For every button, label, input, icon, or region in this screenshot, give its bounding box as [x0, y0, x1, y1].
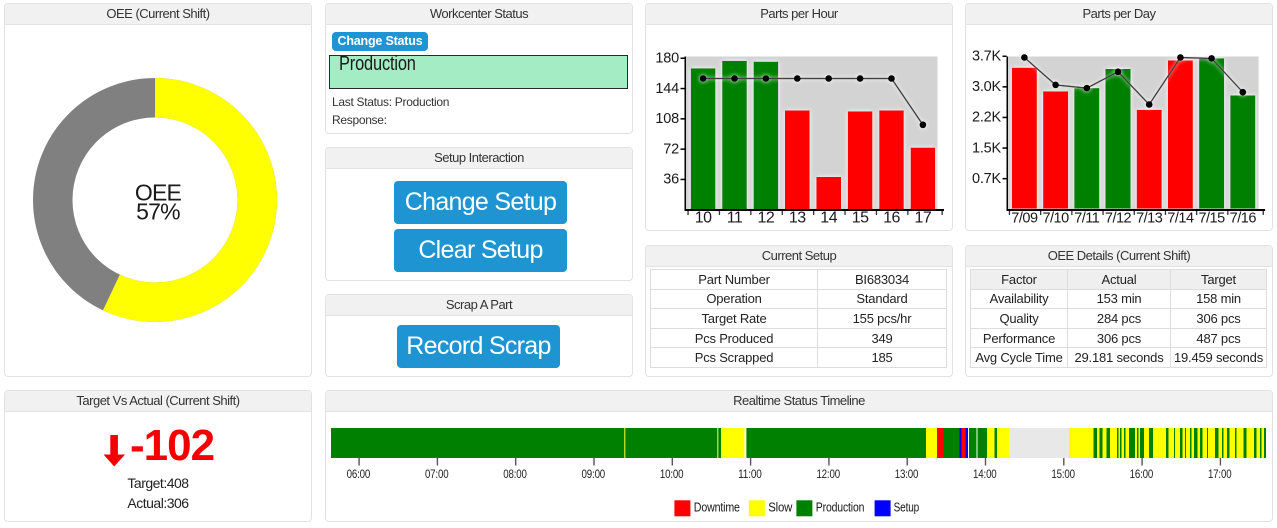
- svg-text:7/14: 7/14: [1167, 211, 1194, 227]
- svg-text:OEE: OEE: [135, 180, 182, 206]
- svg-text:3.7K: 3.7K: [972, 49, 1002, 65]
- svg-text:7/15: 7/15: [1198, 211, 1225, 227]
- svg-text:57%: 57%: [136, 199, 180, 225]
- svg-text:3.0K: 3.0K: [972, 79, 1002, 95]
- svg-text:10: 10: [695, 210, 712, 227]
- svg-text:0.7K: 0.7K: [972, 171, 1002, 187]
- svg-text:09:00: 09:00: [582, 469, 606, 481]
- svg-text:16:00: 16:00: [1130, 469, 1154, 481]
- svg-text:7/12: 7/12: [1105, 211, 1132, 227]
- svg-text:Downtime: Downtime: [694, 499, 740, 514]
- svg-text:7/09: 7/09: [1011, 211, 1038, 227]
- svg-text:7/16: 7/16: [1230, 211, 1257, 227]
- svg-text:15:00: 15:00: [1051, 469, 1075, 481]
- svg-text:1.5K: 1.5K: [972, 140, 1002, 156]
- svg-text:7/10: 7/10: [1042, 211, 1069, 227]
- svg-text:180: 180: [655, 51, 679, 67]
- svg-text:13: 13: [789, 210, 806, 227]
- svg-text:13:00: 13:00: [895, 469, 919, 481]
- svg-text:Setup: Setup: [894, 499, 920, 514]
- svg-text:Slow: Slow: [768, 499, 793, 514]
- svg-text:06:00: 06:00: [347, 469, 371, 481]
- svg-text:12: 12: [758, 210, 775, 227]
- svg-text:108: 108: [655, 111, 679, 127]
- svg-text:7/11: 7/11: [1074, 211, 1100, 227]
- svg-text:10:00: 10:00: [660, 469, 684, 481]
- svg-text:36: 36: [663, 172, 679, 188]
- svg-text:17: 17: [915, 210, 932, 227]
- svg-text:11:00: 11:00: [738, 469, 762, 481]
- svg-text:14:00: 14:00: [973, 469, 997, 481]
- svg-text:144: 144: [655, 81, 679, 97]
- svg-text:14: 14: [820, 210, 837, 227]
- svg-text:15: 15: [852, 210, 869, 227]
- svg-text:17:00: 17:00: [1208, 469, 1232, 481]
- svg-text:08:00: 08:00: [503, 469, 527, 481]
- svg-text:12:00: 12:00: [816, 469, 840, 481]
- svg-text:Production: Production: [816, 499, 865, 514]
- svg-text:07:00: 07:00: [425, 469, 449, 481]
- svg-text:7/13: 7/13: [1136, 211, 1163, 227]
- svg-text:16: 16: [883, 210, 900, 227]
- svg-text:2.2K: 2.2K: [972, 110, 1002, 126]
- svg-text:11: 11: [727, 210, 743, 227]
- svg-text:72: 72: [663, 141, 679, 157]
